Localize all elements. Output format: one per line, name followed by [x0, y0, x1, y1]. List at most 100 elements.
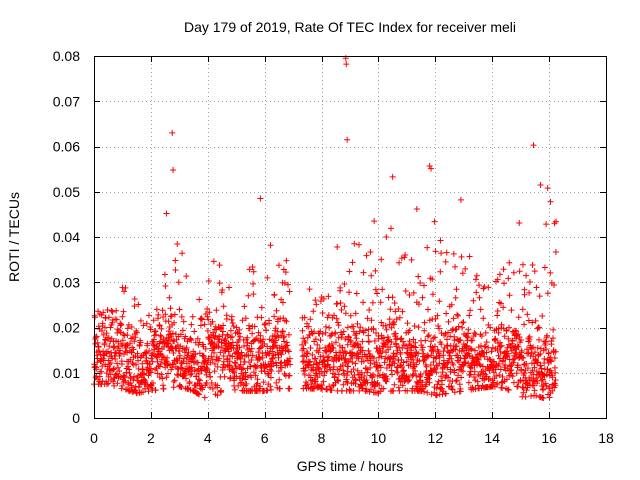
data-point [131, 338, 138, 345]
data-point [248, 374, 255, 381]
data-point [406, 338, 413, 345]
data-point [335, 371, 342, 378]
x-tick-label: 18 [598, 430, 614, 446]
data-point [543, 346, 550, 353]
data-point [94, 355, 101, 362]
data-point [211, 368, 218, 375]
data-point [488, 348, 495, 355]
data-point [229, 353, 236, 360]
data-point [118, 321, 125, 328]
data-point [372, 267, 379, 274]
data-point [478, 332, 485, 339]
data-point [250, 280, 257, 287]
x-tick-label: 6 [261, 430, 269, 446]
data-point [127, 340, 134, 347]
data-point [321, 372, 328, 379]
data-point [432, 315, 439, 322]
data-point [104, 307, 111, 314]
data-point [389, 320, 396, 327]
data-point [121, 288, 128, 295]
data-point [166, 294, 173, 301]
data-point [380, 385, 387, 392]
data-point [444, 336, 451, 343]
data-point [368, 272, 375, 279]
data-point [345, 363, 352, 370]
data-point [365, 347, 372, 354]
data-point [389, 294, 396, 301]
data-point [133, 329, 140, 336]
data-point [201, 394, 208, 401]
data-point [319, 385, 326, 392]
x-tick-label: 0 [90, 430, 98, 446]
y-tick-label: 0.04 [53, 229, 80, 245]
data-point [374, 290, 381, 297]
data-point [405, 377, 412, 384]
data-point [470, 297, 477, 304]
data-point [520, 354, 527, 361]
data-point [533, 374, 540, 381]
data-point [322, 329, 329, 336]
data-point [550, 282, 557, 289]
data-point [159, 353, 166, 360]
data-point [158, 325, 165, 332]
data-point [120, 379, 127, 386]
data-point [181, 372, 188, 379]
data-point [423, 379, 430, 386]
data-point [482, 343, 489, 350]
data-point [451, 367, 458, 374]
data-point [492, 335, 499, 342]
y-tick-label: 0.02 [53, 320, 80, 336]
data-point [393, 316, 400, 323]
data-point [383, 234, 390, 241]
data-point [309, 351, 316, 358]
data-point [178, 313, 185, 320]
data-point [309, 364, 316, 371]
data-point [122, 284, 129, 291]
data-point [530, 344, 537, 351]
data-point [547, 198, 554, 205]
data-point [112, 356, 119, 363]
data-point [278, 364, 285, 371]
data-point [167, 331, 174, 338]
data-point [152, 331, 159, 338]
data-point [364, 369, 371, 376]
data-point [502, 362, 509, 369]
data-point [341, 280, 348, 287]
data-point [118, 360, 125, 367]
data-point [203, 371, 210, 378]
data-point [410, 289, 417, 296]
data-point [276, 385, 283, 392]
data-point [551, 354, 558, 361]
data-point [312, 355, 319, 362]
data-point [354, 320, 361, 327]
data-point [105, 334, 112, 341]
data-point [149, 379, 156, 386]
data-point [499, 384, 506, 391]
y-tick-label: 0 [72, 410, 80, 426]
data-point [278, 351, 285, 358]
data-point [529, 261, 536, 268]
y-axis-label: ROTI / TECUs [6, 192, 22, 282]
data-point [206, 384, 213, 391]
data-point [505, 275, 512, 282]
data-point [258, 304, 265, 311]
data-point [356, 328, 363, 335]
data-point [421, 319, 428, 326]
data-point [250, 291, 257, 298]
data-point [406, 327, 413, 334]
data-point [318, 384, 325, 391]
data-point [234, 355, 241, 362]
data-point [154, 370, 161, 377]
data-point [152, 328, 159, 335]
data-point [199, 316, 206, 323]
data-point [314, 374, 321, 381]
data-point [196, 391, 203, 398]
data-point [106, 343, 113, 350]
data-point [279, 328, 286, 335]
data-point [140, 389, 147, 396]
data-point [325, 353, 332, 360]
data-point [460, 319, 467, 326]
data-point [183, 346, 190, 353]
data-point [522, 393, 529, 400]
